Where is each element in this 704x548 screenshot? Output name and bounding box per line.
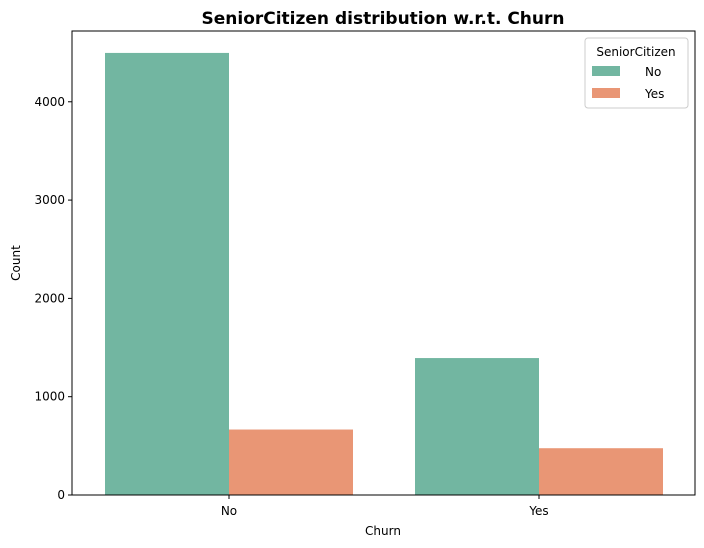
x-tick-label: No (221, 504, 237, 518)
y-tick-label: 1000 (34, 390, 65, 404)
legend-label-yes: Yes (644, 87, 664, 101)
y-tick-label: 4000 (34, 95, 65, 109)
plot-frame (71, 30, 696, 496)
bar-no-yes (229, 429, 353, 495)
y-tick-label: 3000 (34, 193, 65, 207)
x-tick-label: Yes (528, 504, 548, 518)
y-tick-label: 0 (57, 488, 65, 502)
bar-no-no (105, 52, 229, 496)
legend-swatch-no (592, 66, 620, 76)
y-tick-label: 2000 (34, 291, 65, 305)
legend-swatch-yes (592, 88, 620, 98)
y-axis-label: Count (9, 245, 23, 281)
x-axis-label: Churn (365, 524, 401, 538)
legend: SeniorCitizen No Yes (584, 37, 689, 109)
chart-title: SeniorCitizen distribution w.r.t. Churn (201, 9, 564, 29)
legend-label-no: No (645, 65, 661, 79)
bar-yes-yes (539, 448, 663, 495)
bar-yes-no (415, 358, 539, 495)
legend-title: SeniorCitizen (596, 45, 675, 59)
